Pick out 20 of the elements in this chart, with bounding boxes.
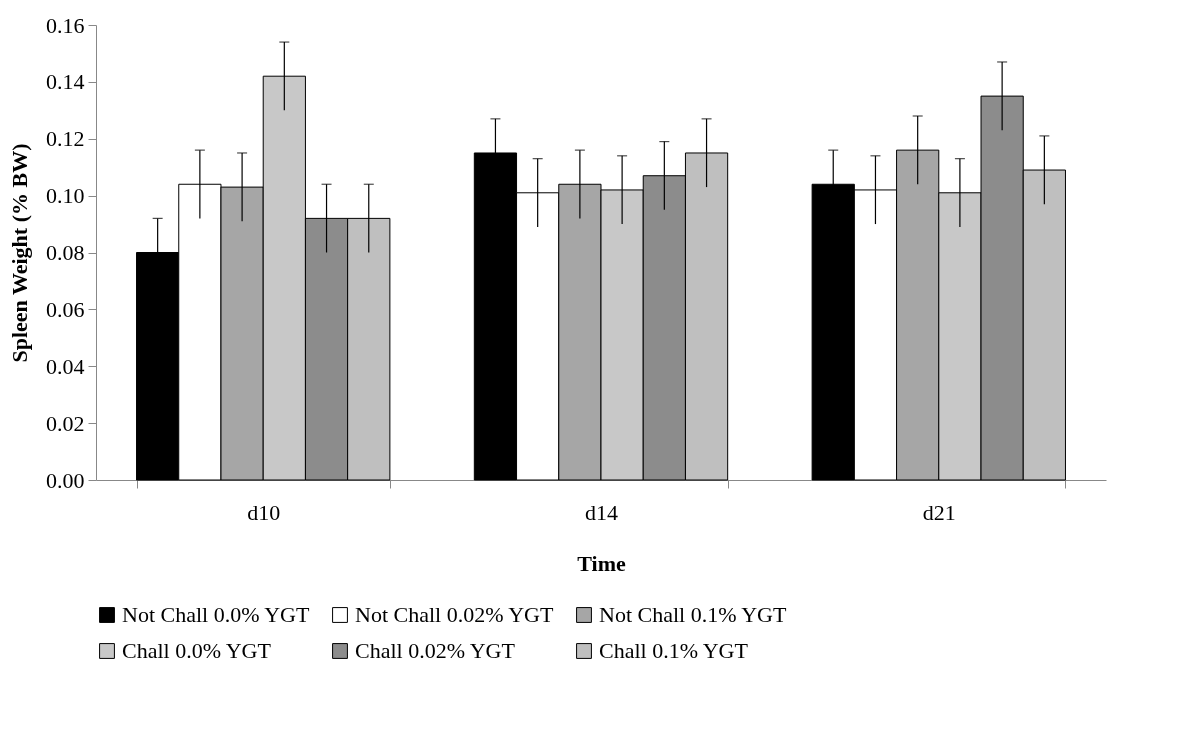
y-tick-label: 0.04 (46, 353, 85, 379)
y-tick-label: 0.16 (46, 12, 85, 38)
legend-label: Chall 0.02% YGT (355, 638, 516, 663)
y-tick-label: 0.06 (46, 296, 85, 322)
y-tick-label: 0.08 (46, 240, 85, 265)
y-axis-title: Spleen Weight (% BW) (7, 143, 32, 363)
x-tick-label: d21 (922, 499, 956, 525)
legend-label: Not Chall 0.02% YGT (355, 602, 554, 627)
legend-label: Not Chall 0.0% YGT (122, 602, 310, 627)
y-tick-label: 0.12 (46, 126, 85, 152)
legend-label: Chall 0.1% YGT (599, 638, 749, 663)
legend-label: Not Chall 0.1% YGT (599, 602, 787, 627)
x-tick-label: d14 (585, 499, 618, 525)
y-tick-label: 0.02 (46, 410, 85, 436)
y-tick-label: 0.10 (46, 183, 85, 209)
legend-label: Chall 0.0% YGT (122, 638, 272, 663)
x-axis-title: Time (577, 550, 626, 576)
x-tick-label: d10 (247, 499, 281, 525)
y-tick-label: 0.14 (46, 69, 85, 95)
y-tick-label: 0.00 (46, 467, 85, 493)
